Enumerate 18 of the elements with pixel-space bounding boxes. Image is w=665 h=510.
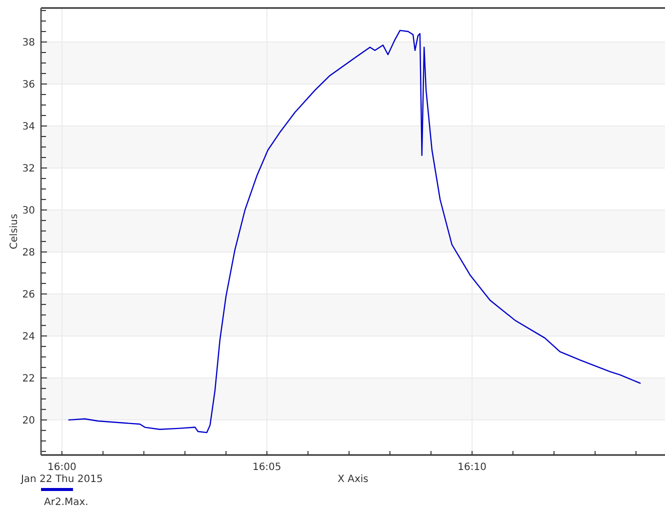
x-tick-label: 16:00 (48, 462, 76, 473)
y-tick-label: 30 (22, 205, 35, 216)
y-tick-label: 22 (22, 373, 35, 384)
y-tick-label: 24 (22, 331, 35, 342)
y-tick-label: 28 (22, 247, 35, 258)
legend-label: Ar2.Max. (44, 497, 88, 508)
text: Jan 22 Thu 2015 (20, 474, 103, 485)
y-tick-label: 38 (22, 38, 35, 49)
x-axis-title: X Axis (338, 474, 368, 485)
x-tick-label: 16:05 (252, 462, 282, 473)
y-tick-label: 26 (22, 289, 35, 300)
y-tick-label: 36 (22, 80, 35, 91)
x-tick-label: 16:10 (458, 462, 487, 473)
line-series (68, 30, 641, 434)
y-tick-label: 34 (22, 121, 35, 132)
y-tick-label: 32 (22, 163, 35, 174)
y-axis-title: Celsius (9, 214, 20, 250)
y-tick-label: 20 (22, 415, 35, 426)
